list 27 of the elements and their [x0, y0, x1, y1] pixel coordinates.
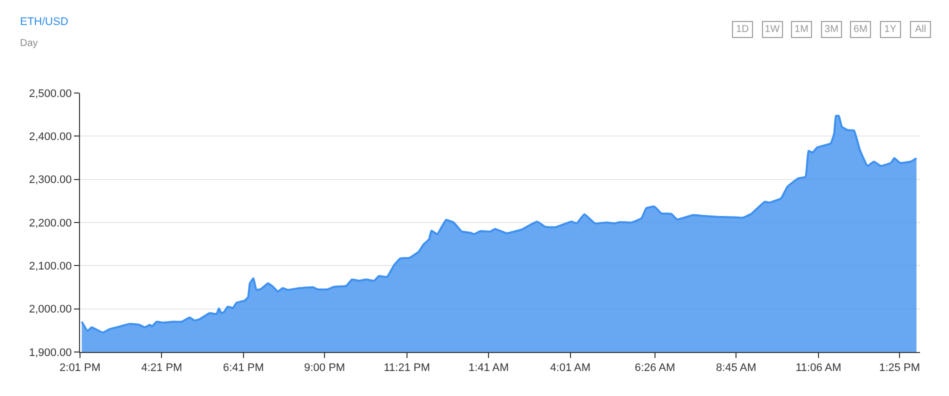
- x-tick-label: 2:01 PM: [60, 362, 100, 374]
- x-tick-label: 4:01 AM: [550, 362, 591, 374]
- x-tick-label: 11:06 AM: [796, 362, 842, 374]
- text: All: [914, 24, 926, 35]
- x-tick-label: 1:25 PM: [879, 362, 920, 374]
- text: 1M: [794, 24, 808, 35]
- y-tick-label: 2,200.00: [28, 217, 72, 230]
- y-tick-label: 2,400.00: [28, 131, 72, 144]
- text: 1Y: [884, 24, 897, 35]
- x-tick-label: 9:00 PM: [304, 362, 346, 374]
- x-tick-label: 8:45 AM: [716, 362, 756, 374]
- y-tick-label: 2,500.00: [28, 88, 72, 100]
- y-tick-label: 2,000.00: [28, 304, 72, 316]
- y-tick-label: 1,900.00: [28, 346, 72, 359]
- chart-subtitle: Day: [20, 38, 38, 49]
- chart-title: ETH/USD: [20, 16, 68, 28]
- y-tick-label: 2,100.00: [28, 260, 72, 273]
- text: 6M: [854, 24, 868, 35]
- x-tick-label: 1:41 AM: [468, 362, 509, 374]
- x-tick-label: 4:21 PM: [141, 362, 182, 374]
- x-tick-label: 6:26 AM: [634, 362, 676, 374]
- text: 1W: [764, 24, 780, 35]
- x-tick-label: 6:41 PM: [222, 362, 264, 374]
- text: 3M: [824, 24, 838, 35]
- y-tick-label: 2,300.00: [28, 174, 72, 186]
- text: 1D: [736, 24, 749, 35]
- x-tick-label: 11:21 PM: [384, 362, 430, 374]
